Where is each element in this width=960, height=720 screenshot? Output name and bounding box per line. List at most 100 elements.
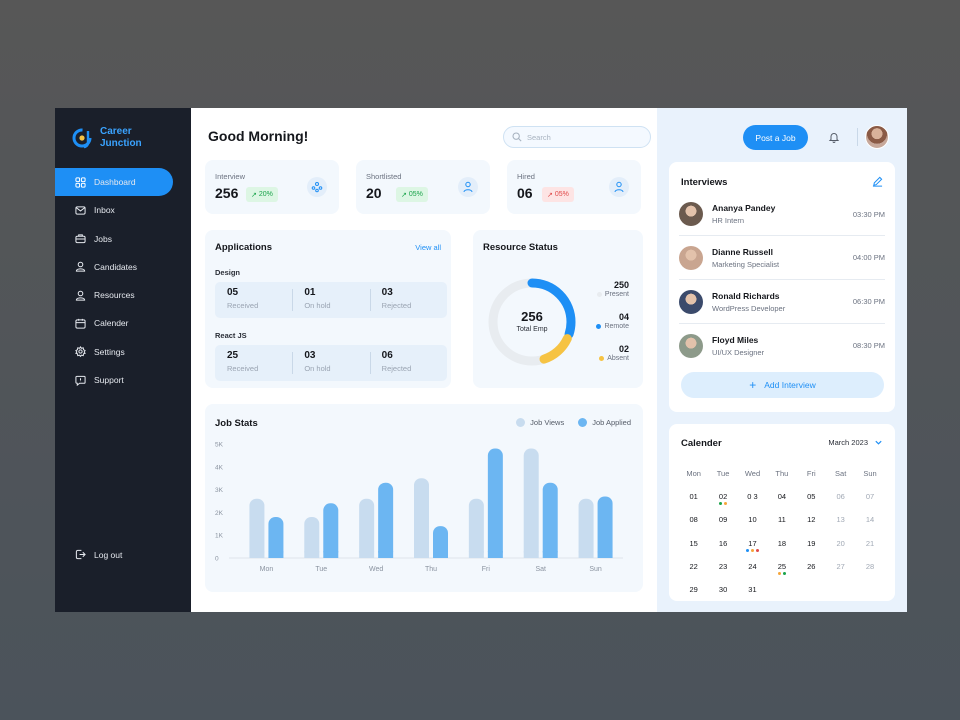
calendar-day-number: 28 bbox=[865, 561, 875, 571]
bar-job-applied[interactable] bbox=[268, 516, 284, 558]
sidebar-item-candidates[interactable]: Candidates bbox=[55, 253, 173, 281]
calendar-day[interactable]: 18 bbox=[767, 536, 796, 559]
calendar-day[interactable]: 11 bbox=[767, 512, 796, 535]
x-tick-label: Thu bbox=[425, 566, 437, 573]
sidebar-item-inbox[interactable]: Inbox bbox=[55, 196, 173, 224]
calendar-day[interactable]: 29 bbox=[679, 582, 708, 605]
app-sub: Received bbox=[227, 364, 259, 373]
calendar-day[interactable]: 14 bbox=[855, 512, 884, 535]
add-interview-button[interactable]: + Add Interview bbox=[681, 372, 884, 398]
edit-icon[interactable] bbox=[872, 176, 883, 187]
sidebar-item-dashboard[interactable]: Dashboard bbox=[55, 168, 173, 196]
bar-job-views[interactable] bbox=[523, 448, 539, 558]
interview-role: Marketing Specialist bbox=[712, 259, 780, 269]
main-content: Good Morning! Search Interview 256 ↗ 20% … bbox=[191, 108, 657, 612]
bar-job-applied[interactable] bbox=[487, 448, 503, 558]
stat-change: 05% bbox=[408, 191, 423, 198]
calendar-day[interactable]: 19 bbox=[797, 536, 826, 559]
calendar-day[interactable]: 20 bbox=[826, 536, 855, 559]
calendar-day[interactable]: 22 bbox=[679, 559, 708, 582]
sidebar-item-jobs[interactable]: Jobs bbox=[55, 225, 173, 253]
interview-time: 03:30 PM bbox=[852, 209, 885, 219]
calendar-day[interactable]: 05 bbox=[797, 489, 826, 512]
logo-icon bbox=[72, 127, 94, 149]
calendar-day-number: 12 bbox=[807, 515, 816, 525]
bar-job-views[interactable] bbox=[468, 498, 484, 558]
bar-base bbox=[249, 551, 265, 558]
view-all-link[interactable]: View all bbox=[415, 243, 441, 252]
calendar-day[interactable]: 30 bbox=[708, 582, 737, 605]
calendar-day[interactable]: 25 bbox=[767, 559, 796, 582]
calendar-day[interactable]: 24 bbox=[738, 559, 767, 582]
legend-item[interactable]: Job Views bbox=[516, 418, 564, 427]
logout-button[interactable]: Log out bbox=[75, 549, 122, 560]
calendar-day[interactable]: 15 bbox=[679, 536, 708, 559]
bar-base bbox=[578, 551, 594, 558]
calendar-day[interactable]: 31 bbox=[738, 582, 767, 605]
stat-card-shortlisted[interactable]: Shortlisted 20 ↗ 05% bbox=[356, 160, 490, 214]
sidebar-item-support[interactable]: Support bbox=[55, 366, 173, 394]
interview-item[interactable]: Ananya Pandey HR Intern 03:30 PM bbox=[679, 192, 885, 236]
calendar-day[interactable]: 17 bbox=[738, 536, 767, 559]
calendar-day[interactable]: 23 bbox=[708, 559, 737, 582]
bar-job-views[interactable] bbox=[578, 498, 594, 558]
weekday-label: Mon bbox=[686, 469, 701, 478]
legend-swatch bbox=[578, 418, 588, 427]
bar-job-applied[interactable] bbox=[378, 482, 394, 558]
calendar-day[interactable]: 06 bbox=[826, 489, 855, 512]
calendar-day[interactable]: 07 bbox=[855, 489, 884, 512]
calendar-day[interactable]: 13 bbox=[826, 512, 855, 535]
notification-button[interactable] bbox=[825, 128, 843, 146]
calendar-day[interactable]: 10 bbox=[738, 512, 767, 535]
calendar-day-number: 26 bbox=[807, 561, 816, 571]
interview-time: 08:30 PM bbox=[852, 341, 885, 350]
stat-label: Interview bbox=[215, 172, 246, 181]
calendar-day[interactable]: 0 3 bbox=[738, 489, 767, 512]
calendar-day[interactable]: 28 bbox=[855, 559, 884, 582]
post-job-button[interactable]: Post a Job bbox=[743, 125, 808, 150]
bar-job-views[interactable] bbox=[249, 498, 265, 558]
calendar-day-number: 04 bbox=[777, 492, 787, 502]
sidebar-item-resources[interactable]: Resources bbox=[55, 281, 173, 309]
calendar-day[interactable]: 16 bbox=[708, 536, 737, 559]
sidebar-item-settings[interactable]: Settings bbox=[55, 338, 173, 366]
calendar-week-row: 15 16 17 18 19 20 21 bbox=[679, 536, 885, 559]
calendar-day[interactable]: 08 bbox=[679, 512, 708, 535]
calendar-day[interactable]: 26 bbox=[797, 559, 826, 582]
bar-job-applied[interactable] bbox=[597, 496, 613, 558]
app-row-design[interactable]: 05 Received 01 On hold 03 Rejected bbox=[215, 282, 447, 318]
stat-change-badge: ↗ 20% bbox=[246, 187, 278, 202]
bar-job-applied[interactable] bbox=[433, 526, 448, 558]
interview-item[interactable]: Ronald Richards WordPress Developer 06:30… bbox=[679, 279, 885, 323]
calendar-day[interactable]: 21 bbox=[855, 536, 884, 559]
logo[interactable]: Career Junction bbox=[72, 126, 142, 150]
calendar-day[interactable]: 01 bbox=[679, 489, 708, 512]
calendar-day[interactable]: 09 bbox=[708, 512, 737, 535]
x-tick-label: Fri bbox=[482, 566, 491, 573]
sidebar-item-calender[interactable]: Calender bbox=[55, 309, 173, 337]
stat-card-interview[interactable]: Interview 256 ↗ 20% bbox=[205, 160, 339, 214]
bar-job-views[interactable] bbox=[359, 498, 375, 558]
bar-job-applied[interactable] bbox=[542, 482, 558, 558]
present-value: 250 bbox=[613, 280, 629, 290]
stat-card-hired[interactable]: Hired 06 ↗ 05% bbox=[507, 160, 641, 214]
avatar[interactable] bbox=[865, 125, 889, 149]
calendar-day[interactable]: 12 bbox=[797, 512, 826, 535]
bar-job-views[interactable] bbox=[414, 478, 429, 558]
month-selector[interactable]: March 2023 bbox=[828, 438, 883, 447]
add-interview-label: Add Interview bbox=[764, 380, 816, 390]
interview-item[interactable]: Floyd Miles UI/UX Designer 08:30 PM bbox=[679, 323, 885, 367]
calendar-day[interactable]: 27 bbox=[826, 559, 855, 582]
brand-line-1: Career bbox=[100, 126, 132, 137]
search-input[interactable]: Search bbox=[503, 126, 651, 148]
legend-item[interactable]: Job Applied bbox=[578, 418, 631, 427]
calendar-day[interactable]: 02 bbox=[708, 489, 737, 512]
calendar-day[interactable]: 04 bbox=[767, 489, 796, 512]
app-row-react[interactable]: 25 Received 03 On hold 06 Rejected bbox=[215, 345, 447, 381]
interview-item[interactable]: Dianne Russell Marketing Specialist 04:00… bbox=[679, 235, 885, 279]
bar-job-views[interactable] bbox=[304, 516, 320, 558]
calendar-day-number: 17 bbox=[748, 538, 757, 548]
app-num: 25 bbox=[227, 350, 239, 361]
interviews-title: Interviews bbox=[681, 177, 728, 188]
bar-job-applied[interactable] bbox=[323, 503, 339, 558]
